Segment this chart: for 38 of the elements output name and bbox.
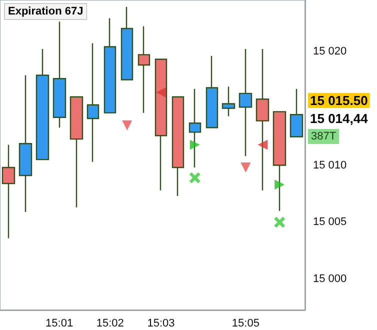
point xyxy=(274,180,285,190)
x-tick-label: 15:05 xyxy=(232,318,260,330)
point xyxy=(274,216,286,228)
candlestick xyxy=(86,42,100,162)
candlestick xyxy=(18,74,32,213)
text: 15 014,44 xyxy=(310,111,369,126)
x-tick-label: 15:03 xyxy=(147,318,175,330)
candlestick xyxy=(154,58,168,191)
candlestick xyxy=(290,88,304,138)
candlestick xyxy=(104,18,116,114)
candlestick xyxy=(120,6,134,80)
point xyxy=(122,120,132,130)
candlestick xyxy=(238,48,252,157)
candlestick xyxy=(256,48,270,191)
y-tick-label: 15 020 xyxy=(313,45,347,58)
annotation: Expiration 67J xyxy=(8,6,84,18)
point xyxy=(189,172,200,184)
text: 15 015.50 xyxy=(310,93,368,108)
candlestick xyxy=(222,86,236,117)
point xyxy=(240,162,251,173)
text: 387T xyxy=(311,130,336,142)
candlestick xyxy=(52,21,66,128)
candlestick xyxy=(70,96,84,208)
candlestick xyxy=(2,144,16,239)
point xyxy=(258,140,268,150)
point xyxy=(190,140,200,150)
candlestick xyxy=(272,111,286,212)
candlestick xyxy=(188,88,202,168)
x-tick-label: 15:01 xyxy=(46,318,74,330)
candlestick xyxy=(36,48,50,160)
y-tick-label: 15 005 xyxy=(313,216,347,228)
candlestick xyxy=(206,55,218,128)
candlestick xyxy=(138,26,150,114)
y-tick-label: 15 000 xyxy=(313,273,347,286)
candlestick xyxy=(172,96,184,197)
x-tick-label: 15:02 xyxy=(96,318,124,330)
y-tick-label: 15 010 xyxy=(313,159,347,172)
point xyxy=(156,87,166,98)
